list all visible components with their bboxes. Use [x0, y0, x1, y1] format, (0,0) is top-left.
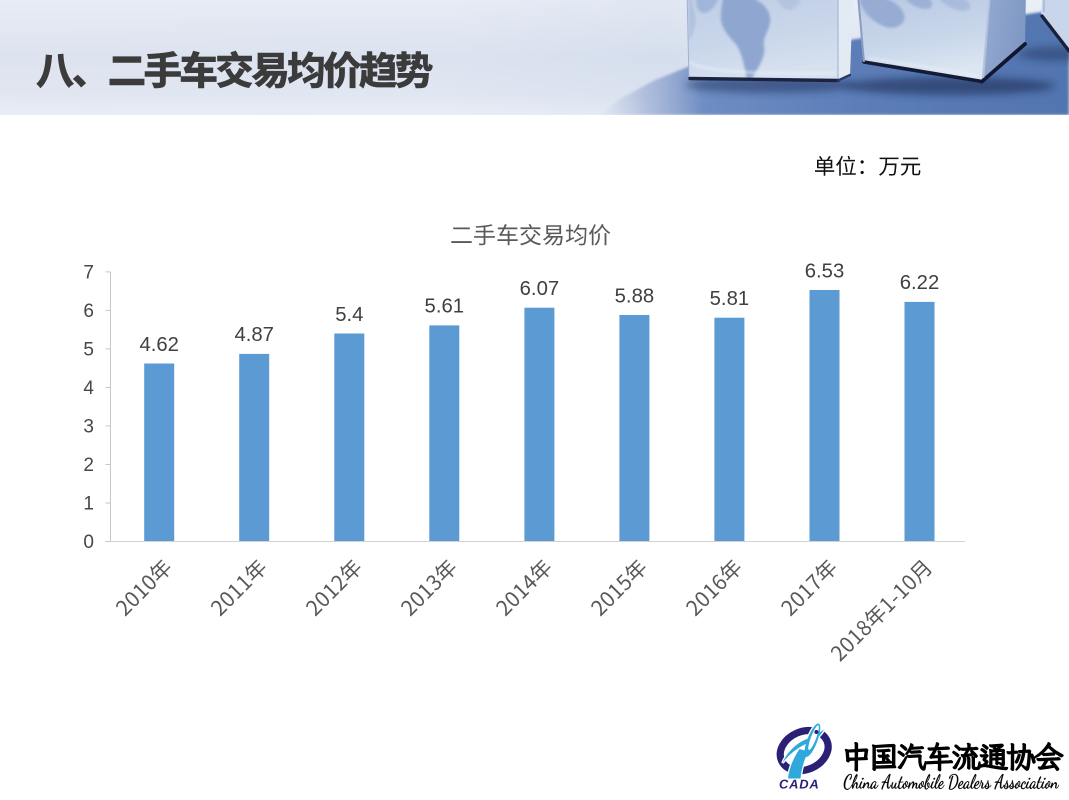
svg-text:5: 5: [83, 340, 94, 361]
svg-text:7: 7: [83, 263, 94, 284]
svg-text:3: 3: [83, 417, 94, 438]
svg-text:5.81: 5.81: [710, 288, 749, 310]
svg-text:6.22: 6.22: [900, 272, 939, 294]
svg-text:6.07: 6.07: [520, 278, 559, 300]
svg-text:5.4: 5.4: [335, 304, 363, 326]
svg-text:5.88: 5.88: [615, 285, 654, 307]
svg-text:1: 1: [83, 494, 94, 515]
svg-text:5.61: 5.61: [425, 296, 464, 318]
svg-text:4: 4: [83, 378, 94, 399]
svg-text:0: 0: [83, 532, 94, 553]
svg-text:4.62: 4.62: [139, 334, 178, 356]
svg-text:6: 6: [83, 301, 94, 322]
svg-text:6.53: 6.53: [805, 260, 844, 282]
svg-text:2: 2: [83, 455, 94, 476]
svg-text:4.87: 4.87: [234, 324, 273, 346]
